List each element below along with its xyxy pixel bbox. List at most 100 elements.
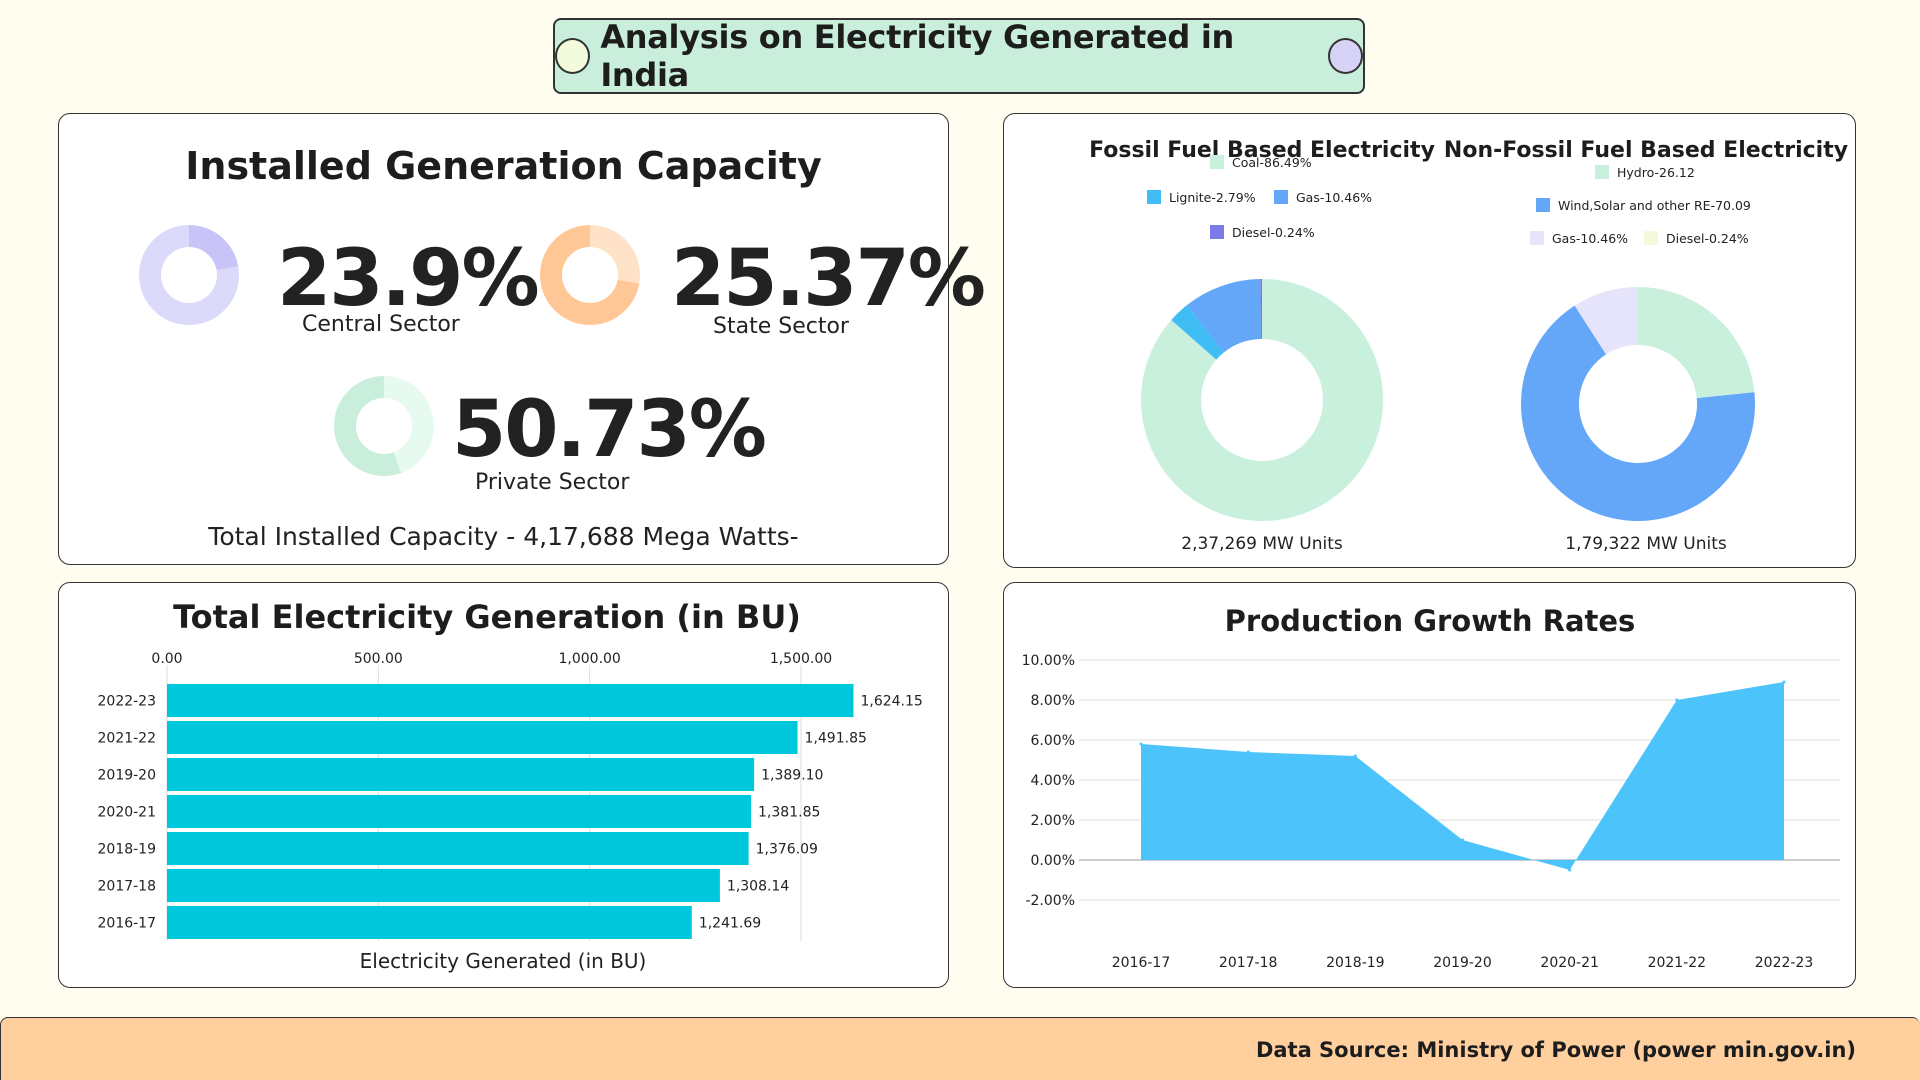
decorative-circle-icon bbox=[1327, 38, 1363, 74]
growth-point-2019-20 bbox=[1461, 838, 1464, 842]
x-tick-label: 1,000.00 bbox=[558, 651, 620, 667]
growth-point-2018-19 bbox=[1353, 754, 1357, 758]
y-tick-label: 2019-20 bbox=[98, 768, 157, 784]
pie-title: Non-Fossil Fuel Based Electricity bbox=[1444, 138, 1848, 163]
x-tick-label: 2022-23 bbox=[1755, 955, 1814, 971]
legend-swatch bbox=[1274, 190, 1288, 204]
legend-swatch bbox=[1530, 231, 1544, 245]
x-tick-label: 2016-17 bbox=[1112, 955, 1171, 971]
legend-entry: Gas-10.46% bbox=[1296, 190, 1372, 205]
legend-swatch bbox=[1210, 155, 1224, 169]
legend-entry: Diesel-0.24% bbox=[1666, 231, 1749, 246]
fuel-pie-panel: Fossil Fuel Based Electricity Coal-86.49%… bbox=[1003, 113, 1856, 568]
y-tick-label: 2021-22 bbox=[98, 731, 157, 747]
bar-2021-22 bbox=[167, 721, 798, 754]
legend-swatch bbox=[1147, 190, 1161, 204]
state-sector-ring-icon bbox=[540, 225, 640, 325]
x-tick-label: 2020-21 bbox=[1540, 955, 1599, 971]
bar-value-label: 1,241.69 bbox=[699, 916, 761, 932]
bar-value-label: 1,389.10 bbox=[761, 768, 823, 784]
pie-slice-hydro bbox=[1638, 287, 1755, 399]
decorative-circle-icon bbox=[555, 38, 591, 74]
x-tick-label: 0.00 bbox=[151, 651, 182, 667]
pie-slice-lignite bbox=[1171, 305, 1225, 360]
pie-title: Fossil Fuel Based Electricity bbox=[1089, 138, 1435, 163]
private-sector-label: Private Sector bbox=[475, 470, 630, 495]
fossil-fuel-donut-chart: Fossil Fuel Based ElectricityCoal-86.49%… bbox=[1089, 138, 1435, 554]
y-tick-label: 6.00% bbox=[1031, 733, 1075, 749]
pie-caption: 2,37,269 MW Units bbox=[1181, 534, 1343, 554]
state-sector-label: State Sector bbox=[713, 314, 849, 339]
bar-2022-23 bbox=[167, 684, 854, 717]
y-tick-label: 8.00% bbox=[1031, 693, 1075, 709]
pie-charts-svg: Fossil Fuel Based ElectricityCoal-86.49%… bbox=[1089, 138, 1848, 554]
bar-chart-title: Total Electricity Generation (in BU) bbox=[173, 598, 801, 636]
pie-slice-diesel bbox=[1260, 279, 1262, 340]
growth-point-2017-18 bbox=[1246, 750, 1250, 754]
legend-entry: Lignite-2.79% bbox=[1169, 190, 1256, 205]
x-tick-label: 2018-19 bbox=[1326, 955, 1385, 971]
growth-area-chart: Production Growth Rates 10.00% 8.00% 6.00% 4… bbox=[1022, 604, 1840, 971]
x-tick-label: 2021-22 bbox=[1648, 955, 1707, 971]
bar-value-label: 1,491.85 bbox=[805, 731, 867, 747]
y-tick-label: 2017-18 bbox=[98, 879, 157, 895]
footer-bar: Data Source: Ministry of Power (power mi… bbox=[0, 1017, 1920, 1080]
bar-2018-19 bbox=[167, 832, 749, 865]
legend-swatch bbox=[1644, 231, 1658, 245]
bar-2016-17 bbox=[167, 906, 692, 939]
pie-slice-gas bbox=[1186, 279, 1262, 353]
y-tick-label: -2.00% bbox=[1025, 893, 1075, 909]
bar-value-label: 1,376.09 bbox=[756, 842, 818, 858]
private-sector-value: 50.73% bbox=[452, 385, 767, 475]
page-title: Analysis on Electricity Generated in Ind… bbox=[600, 18, 1234, 94]
title-banner: Analysis on Electricity Generated in Ind… bbox=[553, 18, 1365, 94]
x-tick-label: 500.00 bbox=[354, 651, 403, 667]
y-tick-label: 2022-23 bbox=[98, 694, 157, 710]
x-axis-label: Electricity Generated (in BU) bbox=[360, 949, 647, 973]
legend-entry: Gas-10.46% bbox=[1552, 231, 1628, 246]
bar-value-label: 1,624.15 bbox=[860, 694, 922, 710]
y-tick-label: 2016-17 bbox=[98, 916, 157, 932]
bar-2019-20 bbox=[167, 758, 755, 791]
data-source-text: Data Source: Ministry of Power (power mi… bbox=[1255, 1038, 1856, 1062]
x-tick-label: 1,500.00 bbox=[770, 651, 832, 667]
growth-point-2016-17 bbox=[1139, 742, 1143, 746]
y-tick-label: 2020-21 bbox=[98, 805, 157, 821]
bar-2017-18 bbox=[167, 869, 720, 902]
bar-value-label: 1,308.14 bbox=[727, 879, 789, 895]
capacity-title: Installed Generation Capacity bbox=[185, 144, 822, 188]
legend-swatch bbox=[1210, 225, 1224, 239]
legend-swatch bbox=[1595, 165, 1609, 179]
y-tick-label: 10.00% bbox=[1022, 653, 1075, 669]
pie-slice-wind-solar-and-other-re bbox=[1521, 305, 1755, 521]
growth-area-series bbox=[1141, 682, 1784, 870]
y-tick-label: 4.00% bbox=[1031, 773, 1075, 789]
y-tick-label: 2018-19 bbox=[98, 842, 157, 858]
generation-bar-chart: Total Electricity Generation (in BU) 0.00… bbox=[98, 598, 923, 973]
legend-entry: Coal-86.49% bbox=[1232, 155, 1312, 170]
x-tick-label: 2017-18 bbox=[1219, 955, 1278, 971]
area-chart-title: Production Growth Rates bbox=[1225, 604, 1636, 638]
y-tick-label: 0.00% bbox=[1031, 853, 1075, 869]
growth-point-2020-21 bbox=[1568, 868, 1572, 872]
x-tick-label: 2019-20 bbox=[1433, 955, 1492, 971]
non-fossil-fuel-donut-chart: Non-Fossil Fuel Based Electricity Hydro-2… bbox=[1444, 138, 1848, 554]
pie-slice-gas bbox=[1574, 287, 1638, 355]
growth-rate-panel: Production Growth Rates 10.00% 8.00% 6.00% 4… bbox=[1003, 582, 1856, 988]
state-sector-value: 25.37% bbox=[671, 234, 986, 324]
bar-value-label: 1,381.85 bbox=[758, 805, 820, 821]
growth-point-2022-23 bbox=[1782, 680, 1786, 684]
central-sector-label: Central Sector bbox=[302, 312, 460, 337]
installed-capacity-panel: Installed Generation Capacity 23.9% Cent… bbox=[58, 113, 986, 565]
legend-entry: Wind,Solar and other RE-70.09 bbox=[1558, 198, 1751, 213]
legend-entry: Diesel-0.24% bbox=[1232, 225, 1315, 240]
pie-slice-coal bbox=[1141, 279, 1383, 521]
central-sector-value: 23.9% bbox=[277, 234, 540, 324]
central-sector-ring-icon bbox=[139, 225, 239, 325]
bar-2020-21 bbox=[167, 795, 752, 828]
pie-caption: 1,79,322 MW Units bbox=[1565, 534, 1727, 554]
legend-swatch bbox=[1536, 198, 1550, 212]
generation-bar-panel: Total Electricity Generation (in BU) 0.00… bbox=[58, 582, 949, 988]
y-tick-label: 2.00% bbox=[1031, 813, 1075, 829]
growth-point-2021-22 bbox=[1675, 698, 1679, 702]
